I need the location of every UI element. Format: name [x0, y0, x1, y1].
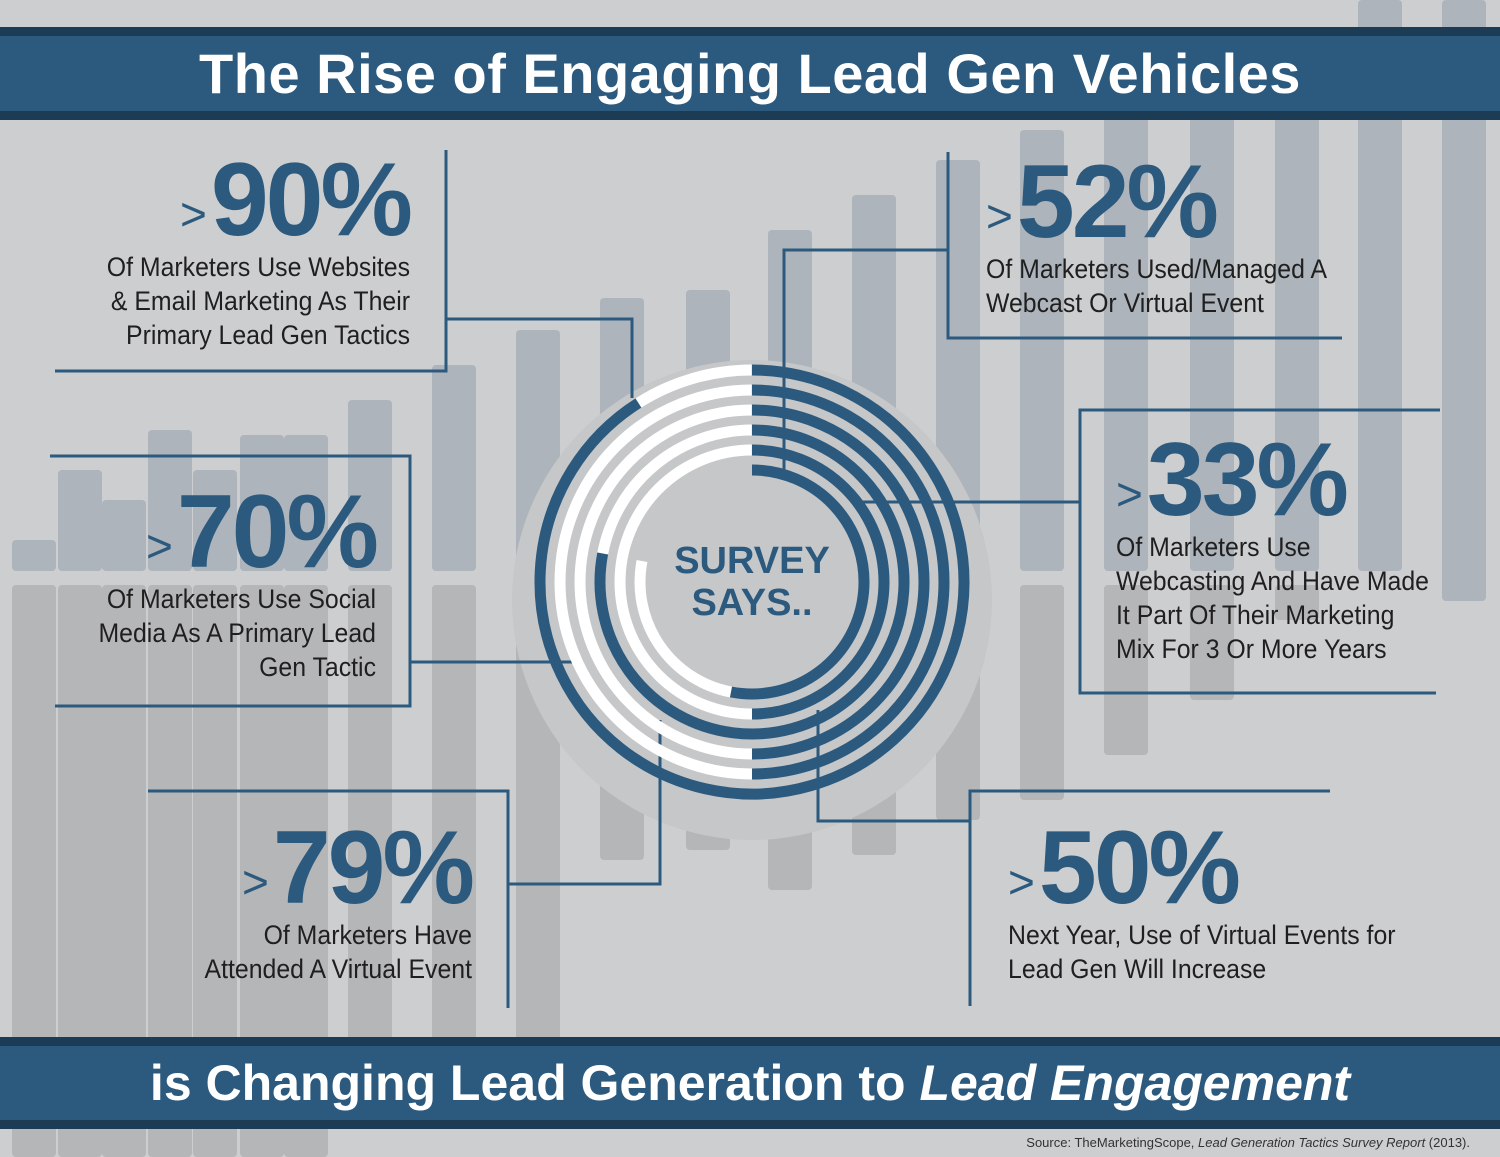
- connector-line: [50, 454, 412, 708]
- ring-track: [635, 364, 752, 408]
- background-bar: [12, 540, 56, 571]
- ring-arc: [594, 424, 910, 740]
- stat-block-50: >50% Next Year, Use of Virtual Events fo…: [1008, 810, 1478, 986]
- background-bar: [348, 585, 392, 1040]
- background-bar: [348, 400, 392, 571]
- stat-block-52: >52% Of Marketers Used/Managed A Webcast…: [986, 144, 1406, 320]
- stat-description: Of Marketers Used/Managed A Webcast Or V…: [986, 254, 1328, 318]
- stat-description: Next Year, Use of Virtual Events for Lea…: [1008, 920, 1396, 984]
- background-bar: [58, 585, 102, 1157]
- background-bar: [193, 470, 237, 571]
- title-banner: The Rise of Engaging Lead Gen Vehicles: [0, 27, 1500, 120]
- ring-arc: [751, 404, 930, 760]
- greater-than-icon: >: [241, 856, 269, 908]
- stat-value: >52%: [986, 144, 1219, 260]
- survey-says-line1: SURVEY: [674, 540, 830, 582]
- ring-arc: [751, 444, 890, 720]
- background-bar: [1442, 0, 1486, 601]
- stat-block-90: >90% Of Marketers Use Websites & Email M…: [40, 142, 413, 352]
- ring-track: [574, 404, 753, 760]
- stat-value: >50%: [1008, 810, 1241, 926]
- ring-arc: [751, 384, 950, 780]
- stat-description: Of Marketers Use Social Media As A Prima…: [98, 584, 377, 682]
- tagline-emphasis: Lead Engagement: [919, 1055, 1351, 1111]
- background-bar: [432, 585, 476, 1040]
- greater-than-icon: >: [179, 188, 207, 240]
- background-bar: [1020, 585, 1064, 800]
- connector-line: [1078, 408, 1440, 695]
- stat-block-79: >79% Of Marketers Have Attended A Virtua…: [120, 810, 475, 986]
- connector-line: [816, 710, 970, 823]
- stat-description: Of Marketers Use Webcasting And Have Mad…: [1116, 532, 1429, 664]
- greater-than-icon: >: [1008, 856, 1035, 908]
- page-title: The Rise of Engaging Lead Gen Vehicles: [199, 42, 1301, 105]
- stat-value: >90%: [179, 142, 413, 258]
- background-bar: [1358, 0, 1402, 571]
- ring-track: [634, 559, 733, 698]
- background-bar: [1020, 130, 1064, 571]
- background-bar: [1104, 100, 1148, 571]
- stat-value: >70%: [145, 474, 379, 590]
- tagline-banner: is Changing Lead Generation to Lead Enga…: [0, 1037, 1500, 1129]
- background-bar: [284, 585, 328, 1157]
- greater-than-icon: >: [145, 520, 173, 572]
- stat-description: Of Marketers Have Attended A Virtual Eve…: [204, 920, 472, 984]
- ring-track: [614, 444, 753, 720]
- stat-description: Of Marketers Use Websites & Email Market…: [106, 252, 411, 350]
- connector-line: [946, 152, 1342, 340]
- background-bar: [1104, 585, 1148, 755]
- survey-says-label: SURVEY SAYS..: [652, 540, 852, 624]
- survey-says-line2: SAYS..: [691, 582, 813, 624]
- background-bar: [1275, 40, 1319, 571]
- ring-track: [597, 424, 752, 555]
- background-bar: [1275, 585, 1319, 620]
- background-bar: [240, 435, 284, 571]
- background-bar: [12, 585, 56, 1157]
- connector-line: [968, 789, 1330, 1006]
- source-citation: Source: TheMarketingScope, Lead Generati…: [1026, 1135, 1470, 1150]
- background-bar: [148, 585, 192, 1157]
- background-bar: [1190, 70, 1234, 571]
- ring-track: [554, 384, 753, 780]
- background-bar: [58, 470, 102, 571]
- stat-value: >33%: [1116, 422, 1349, 538]
- stat-value: >79%: [241, 810, 475, 926]
- greater-than-icon: >: [986, 190, 1013, 242]
- background-bar: [148, 430, 192, 571]
- background-bar: [193, 585, 237, 1157]
- background-bar: [432, 365, 476, 571]
- stat-block-70: >70% Of Marketers Use Social Media As A …: [20, 474, 379, 684]
- background-bar: [102, 585, 146, 1157]
- connector-line: [55, 150, 448, 373]
- tagline-text: is Changing Lead Generation to: [149, 1055, 920, 1111]
- background-bar: [284, 435, 328, 571]
- survey-rings: [534, 364, 970, 800]
- ring-arc: [534, 364, 970, 800]
- connector-lines: [50, 150, 1440, 1008]
- stat-block-33: >33% Of Marketers Use Webcasting And Hav…: [1116, 422, 1496, 666]
- background-bar: [102, 500, 146, 571]
- greater-than-icon: >: [1116, 468, 1143, 520]
- ring-arc: [729, 464, 870, 700]
- background-bar: [240, 585, 284, 1157]
- background-bar: [1190, 585, 1234, 700]
- connector-line: [148, 789, 510, 1008]
- connector-line: [446, 317, 634, 398]
